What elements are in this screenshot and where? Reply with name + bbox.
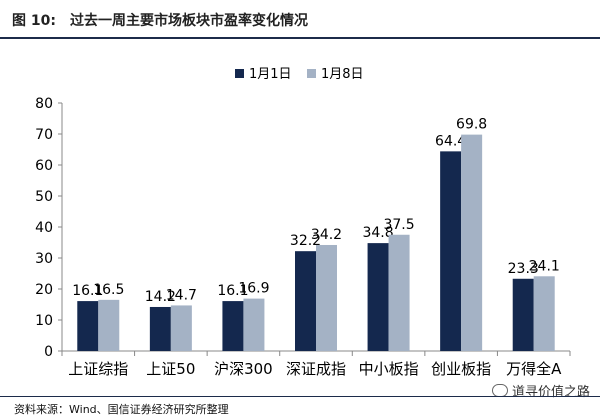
bar: [149, 306, 171, 351]
y-tick-label: 20: [35, 282, 53, 298]
data-label: 23.3: [508, 261, 539, 277]
y-tick-label: 30: [35, 251, 53, 267]
data-label: 16.5: [93, 282, 124, 298]
legend-label: 1月1日: [249, 67, 292, 82]
bar: [461, 134, 483, 351]
data-label: 64.4: [435, 133, 466, 149]
bar: [295, 251, 316, 351]
data-label: 16.1: [72, 283, 103, 299]
x-tick-label: 上证综指: [68, 360, 128, 378]
bar: [316, 244, 337, 351]
data-label: 37.5: [383, 217, 414, 233]
y-tick-label: 0: [44, 344, 53, 360]
footer-divider: [0, 396, 600, 397]
figure-title-text: 过去一周主要市场板块市盈率变化情况: [69, 13, 308, 29]
data-label: 34.8: [362, 225, 393, 241]
y-tick-label: 10: [35, 313, 53, 329]
y-tick-label: 80: [35, 96, 53, 112]
x-tick-label: 万得全A: [506, 360, 562, 378]
figure-title: 图 10: 过去一周主要市场板块市盈率变化情况: [12, 10, 308, 30]
title-divider: [0, 37, 600, 39]
data-label: 34.2: [311, 227, 342, 243]
bar: [98, 299, 120, 351]
data-label: 16.9: [238, 281, 269, 297]
y-tick-label: 70: [35, 127, 53, 143]
data-label: 16.1: [217, 283, 248, 299]
data-label: 14.2: [145, 289, 176, 305]
data-label: 32.2: [290, 233, 321, 249]
bar: [170, 305, 192, 351]
data-label: 24.1: [529, 258, 560, 274]
bar: [367, 243, 389, 351]
bar: [388, 234, 410, 351]
y-tick-label: 50: [35, 189, 53, 205]
x-tick-label: 沪深300: [214, 360, 273, 378]
data-label: 69.8: [456, 117, 487, 133]
bar: [243, 298, 265, 351]
x-tick-label: 深证成指: [286, 360, 346, 378]
source-note: 资料来源：Wind、国信证券经济研究所整理: [14, 403, 229, 416]
figure-label: 图 10:: [12, 13, 56, 29]
legend-swatch: [235, 69, 244, 78]
x-tick-label: 中小板指: [359, 360, 419, 378]
data-label: 14.7: [166, 287, 197, 303]
x-tick-label: 创业板指: [431, 360, 491, 378]
y-tick-label: 40: [35, 220, 53, 236]
legend-label: 1月8日: [321, 67, 364, 82]
bar: [222, 301, 244, 351]
watermark-text: 道寻价值之路: [511, 385, 590, 400]
bar: [440, 151, 462, 351]
legend-swatch: [307, 69, 316, 78]
watermark: 道寻价值之路: [491, 381, 590, 400]
bar: [77, 301, 99, 351]
bar: [533, 276, 555, 351]
y-tick-label: 60: [35, 158, 53, 174]
x-tick-label: 上证50: [146, 360, 195, 378]
bar: [512, 278, 534, 351]
